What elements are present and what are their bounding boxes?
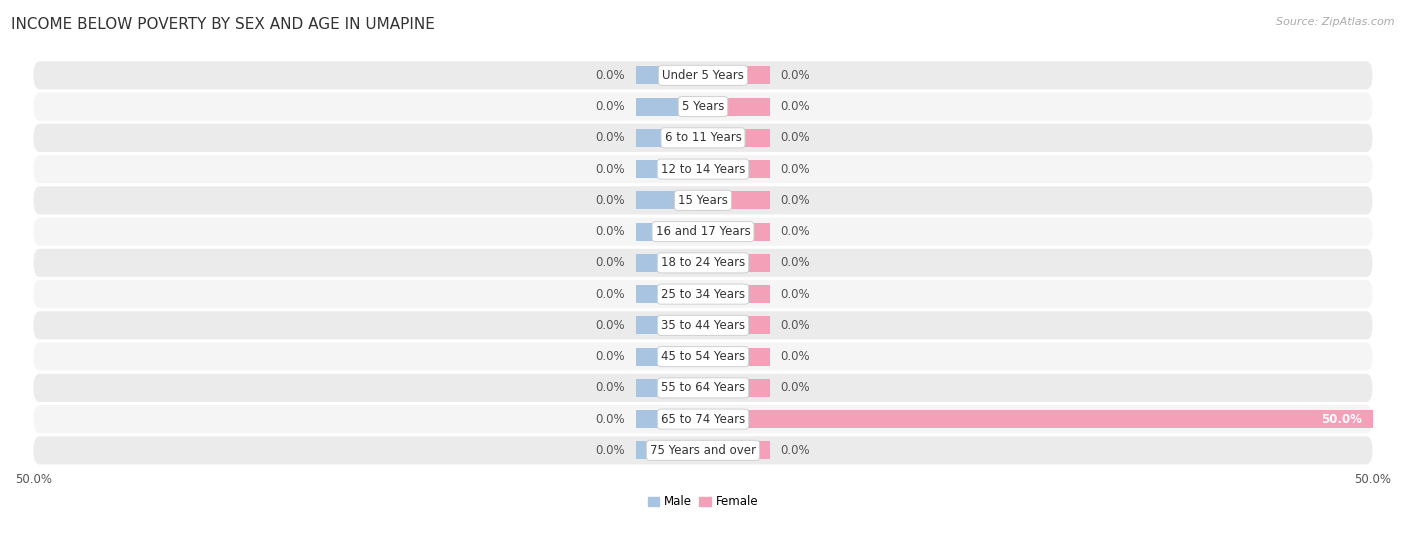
Text: 0.0%: 0.0% bbox=[780, 444, 810, 457]
Bar bbox=[636, 410, 703, 428]
Text: 65 to 74 Years: 65 to 74 Years bbox=[661, 413, 745, 425]
Text: 0.0%: 0.0% bbox=[596, 319, 626, 332]
Text: 0.0%: 0.0% bbox=[596, 100, 626, 113]
Bar bbox=[636, 97, 703, 116]
Bar bbox=[636, 191, 703, 210]
Text: Source: ZipAtlas.com: Source: ZipAtlas.com bbox=[1277, 17, 1395, 27]
FancyBboxPatch shape bbox=[34, 124, 1372, 152]
Text: INCOME BELOW POVERTY BY SEX AND AGE IN UMAPINE: INCOME BELOW POVERTY BY SEX AND AGE IN U… bbox=[11, 17, 434, 32]
Text: 45 to 54 Years: 45 to 54 Years bbox=[661, 350, 745, 363]
Bar bbox=[703, 67, 770, 84]
Text: 50.0%: 50.0% bbox=[1320, 413, 1362, 425]
Bar bbox=[636, 254, 703, 272]
Text: 0.0%: 0.0% bbox=[596, 413, 626, 425]
Text: 5 Years: 5 Years bbox=[682, 100, 724, 113]
FancyBboxPatch shape bbox=[34, 311, 1372, 339]
Text: 0.0%: 0.0% bbox=[780, 100, 810, 113]
Text: 0.0%: 0.0% bbox=[596, 131, 626, 144]
Text: 35 to 44 Years: 35 to 44 Years bbox=[661, 319, 745, 332]
Legend: Male, Female: Male, Female bbox=[643, 490, 763, 513]
Bar bbox=[703, 379, 770, 397]
Text: 0.0%: 0.0% bbox=[596, 194, 626, 207]
FancyBboxPatch shape bbox=[34, 217, 1372, 245]
Bar bbox=[703, 160, 770, 178]
Bar bbox=[703, 316, 770, 334]
Text: 0.0%: 0.0% bbox=[596, 225, 626, 238]
Text: 75 Years and over: 75 Years and over bbox=[650, 444, 756, 457]
Bar bbox=[703, 348, 770, 366]
Bar bbox=[636, 285, 703, 303]
Text: 0.0%: 0.0% bbox=[596, 350, 626, 363]
FancyBboxPatch shape bbox=[34, 155, 1372, 183]
Bar bbox=[636, 67, 703, 84]
Text: 0.0%: 0.0% bbox=[780, 319, 810, 332]
Text: 25 to 34 Years: 25 to 34 Years bbox=[661, 288, 745, 301]
Text: 0.0%: 0.0% bbox=[780, 350, 810, 363]
Bar bbox=[703, 441, 770, 459]
FancyBboxPatch shape bbox=[34, 374, 1372, 402]
FancyBboxPatch shape bbox=[34, 249, 1372, 277]
Text: 0.0%: 0.0% bbox=[596, 163, 626, 176]
Bar bbox=[703, 410, 1372, 428]
Text: 0.0%: 0.0% bbox=[596, 381, 626, 394]
FancyBboxPatch shape bbox=[34, 186, 1372, 215]
FancyBboxPatch shape bbox=[34, 343, 1372, 371]
Bar bbox=[703, 191, 770, 210]
Bar bbox=[636, 379, 703, 397]
Text: 18 to 24 Years: 18 to 24 Years bbox=[661, 257, 745, 269]
FancyBboxPatch shape bbox=[34, 61, 1372, 89]
Text: 6 to 11 Years: 6 to 11 Years bbox=[665, 131, 741, 144]
Bar bbox=[703, 222, 770, 241]
Text: 0.0%: 0.0% bbox=[780, 225, 810, 238]
Text: 0.0%: 0.0% bbox=[596, 288, 626, 301]
FancyBboxPatch shape bbox=[34, 405, 1372, 433]
Text: 55 to 64 Years: 55 to 64 Years bbox=[661, 381, 745, 394]
Text: 0.0%: 0.0% bbox=[780, 381, 810, 394]
FancyBboxPatch shape bbox=[34, 93, 1372, 121]
Text: 0.0%: 0.0% bbox=[780, 131, 810, 144]
Text: 12 to 14 Years: 12 to 14 Years bbox=[661, 163, 745, 176]
Text: 0.0%: 0.0% bbox=[780, 257, 810, 269]
Bar bbox=[636, 316, 703, 334]
Text: 0.0%: 0.0% bbox=[780, 194, 810, 207]
Bar bbox=[636, 129, 703, 147]
Bar bbox=[703, 254, 770, 272]
Text: 16 and 17 Years: 16 and 17 Years bbox=[655, 225, 751, 238]
Text: 0.0%: 0.0% bbox=[596, 257, 626, 269]
FancyBboxPatch shape bbox=[34, 437, 1372, 465]
Bar bbox=[636, 441, 703, 459]
Bar bbox=[636, 222, 703, 241]
Text: 0.0%: 0.0% bbox=[780, 163, 810, 176]
Bar bbox=[703, 285, 770, 303]
Text: Under 5 Years: Under 5 Years bbox=[662, 69, 744, 82]
Text: 0.0%: 0.0% bbox=[596, 444, 626, 457]
Bar bbox=[703, 129, 770, 147]
Text: 15 Years: 15 Years bbox=[678, 194, 728, 207]
Text: 0.0%: 0.0% bbox=[780, 288, 810, 301]
Bar bbox=[636, 348, 703, 366]
Text: 0.0%: 0.0% bbox=[596, 69, 626, 82]
Text: 0.0%: 0.0% bbox=[780, 69, 810, 82]
FancyBboxPatch shape bbox=[34, 280, 1372, 308]
Bar bbox=[636, 160, 703, 178]
Bar bbox=[703, 97, 770, 116]
